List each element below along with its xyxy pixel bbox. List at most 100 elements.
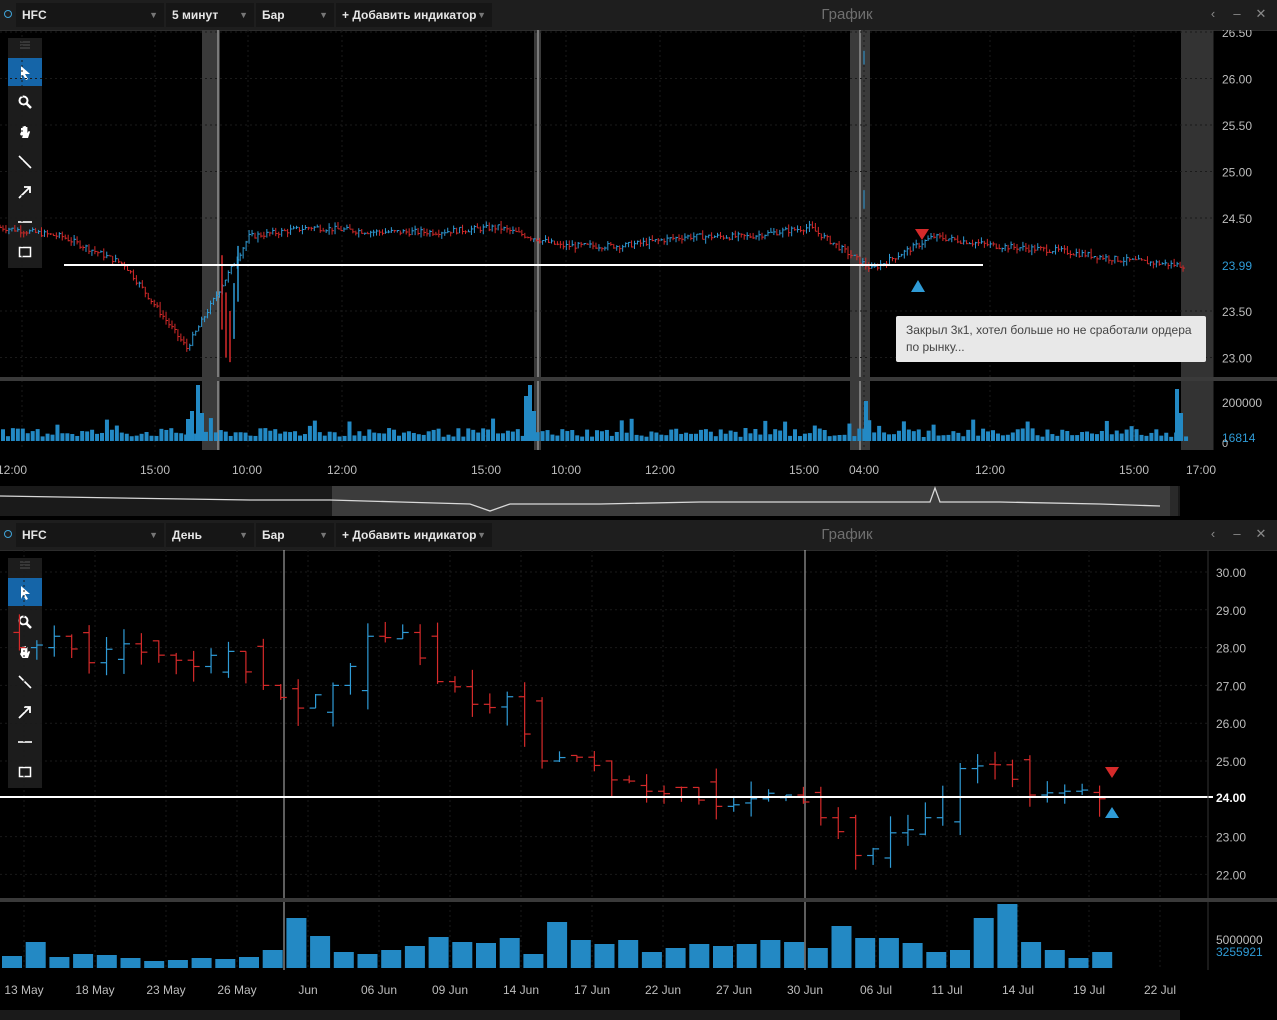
hline-tool[interactable]: [8, 728, 42, 756]
pane-divider[interactable]: [0, 377, 1277, 381]
date-tick-label: Jun: [298, 983, 317, 997]
volume-bar: [768, 434, 773, 441]
volume-bar: [1175, 389, 1179, 441]
close-icon[interactable]: ✕: [1255, 526, 1267, 541]
volume-bar: [179, 433, 184, 441]
interval-dropdown[interactable]: День ▼: [166, 523, 254, 547]
chevron-down-icon: ▼: [239, 10, 248, 20]
volume-bar: [404, 946, 425, 968]
volume-bar: [95, 433, 100, 441]
hline-tool[interactable]: [8, 208, 42, 236]
volume-bar: [347, 421, 352, 441]
intraday-chart[interactable]: 26.50 26.00 25.50 25.00 24.50 23.50 23.00 23.9…: [0, 30, 1277, 516]
chart-type-dropdown[interactable]: Бар ▼: [256, 3, 334, 27]
volume-bar: [70, 434, 75, 441]
interval-dropdown[interactable]: 5 минут ▼: [166, 3, 254, 27]
volume-bar: [570, 940, 591, 968]
volume-bar: [1169, 436, 1174, 441]
time-axis: 12:00 15:00 10:00 12:00 15:00 10:00 12:00 15:00…: [0, 463, 1216, 477]
arrow-tool[interactable]: [8, 178, 42, 206]
add-indicator-button[interactable]: + Добавить индикатор ▼: [336, 523, 492, 547]
hand-tool[interactable]: [8, 638, 42, 666]
volume-bar: [619, 420, 624, 441]
price-tick-label: 30.00: [1216, 566, 1246, 580]
volume-bars: [2, 904, 1113, 968]
volume-bar: [950, 950, 970, 968]
volume-bar: [520, 435, 525, 441]
volume-bar: [872, 432, 877, 441]
chevron-down-icon: ▼: [477, 10, 486, 20]
pane-divider[interactable]: [0, 898, 1277, 902]
volume-bar: [575, 435, 580, 441]
volume-bar: [1129, 426, 1134, 441]
volume-bar: [283, 431, 288, 441]
link-dot-icon[interactable]: [4, 10, 12, 18]
navigator-window[interactable]: [332, 486, 1172, 516]
volume-bar: [1149, 432, 1154, 441]
volume-bar: [971, 419, 976, 441]
close-icon[interactable]: ✕: [1255, 6, 1267, 21]
symbol-dropdown[interactable]: HFC ▼: [16, 523, 164, 547]
navigator[interactable]: [0, 1010, 1180, 1020]
volume-bar: [215, 959, 236, 968]
volume-bar: [887, 434, 892, 441]
volume-bar: [312, 420, 317, 441]
rect-tool[interactable]: [8, 238, 42, 266]
volume-bar: [694, 433, 698, 441]
symbol-dropdown[interactable]: HFC ▼: [16, 3, 164, 27]
cursor-tool[interactable]: [8, 578, 42, 606]
volume-bar: [921, 436, 926, 441]
volume-bar: [748, 433, 753, 441]
annotation-note[interactable]: Закрыл 3к1, хотел больше но не сработали…: [896, 316, 1206, 362]
volume-bar: [827, 436, 832, 441]
volume-bar: [367, 429, 372, 441]
volume-bar: [342, 435, 347, 441]
line-tool[interactable]: [8, 668, 42, 696]
sell-marker-icon[interactable]: [915, 229, 929, 240]
cursor-tool[interactable]: [8, 58, 42, 86]
zoom-tool[interactable]: [8, 88, 42, 116]
volume-bar: [491, 418, 496, 441]
hand-tool[interactable]: [8, 118, 42, 146]
volume-bar: [788, 435, 793, 441]
arrow-tool[interactable]: [8, 698, 42, 726]
sell-marker-icon[interactable]: [1105, 767, 1119, 778]
volume-bar: [892, 434, 896, 441]
volume-bar: [515, 429, 520, 441]
hline-icon: [18, 221, 32, 223]
back-icon[interactable]: ‹: [1210, 6, 1216, 21]
volume-bar: [476, 432, 481, 441]
price-tick-label: 28.00: [1216, 642, 1246, 656]
back-icon[interactable]: ‹: [1210, 526, 1216, 541]
volume-bar: [981, 428, 986, 441]
minimize-icon[interactable]: –: [1233, 526, 1241, 541]
minimize-icon[interactable]: –: [1233, 6, 1241, 21]
volume-bar: [505, 430, 510, 441]
link-dot-icon[interactable]: [4, 530, 12, 538]
volume-bar: [896, 430, 901, 441]
volume-bar: [377, 433, 382, 441]
rect-tool[interactable]: [8, 758, 42, 786]
volume-bar: [441, 436, 446, 441]
daily-chart[interactable]: 30.00 29.00 28.00 27.00 26.00 25.00 23.00 22.00…: [0, 550, 1277, 1020]
volume-bar: [1010, 432, 1015, 441]
buy-marker-icon[interactable]: [1105, 807, 1119, 818]
volume-bar: [1040, 436, 1045, 441]
line-tool[interactable]: [8, 148, 42, 176]
volume-axis-label: 200000: [1222, 396, 1262, 410]
volume-bar: [90, 429, 95, 441]
volume-bar: [733, 431, 738, 441]
volume-bar: [817, 428, 822, 441]
buy-marker-icon[interactable]: [911, 280, 925, 292]
volume-bar: [867, 420, 872, 441]
add-indicator-button[interactable]: + Добавить индикатор ▼: [336, 3, 492, 27]
volume-bar: [1184, 436, 1189, 441]
price-bars: [0, 50, 1186, 363]
toolbar-grip-icon[interactable]: [8, 558, 42, 572]
navigator-handle[interactable]: [1170, 486, 1178, 516]
volume-bar: [931, 424, 936, 441]
chart-type-dropdown[interactable]: Бар ▼: [256, 523, 334, 547]
volume-bar: [545, 430, 550, 441]
volume-bar: [1030, 428, 1035, 441]
volume-bar: [362, 435, 367, 441]
